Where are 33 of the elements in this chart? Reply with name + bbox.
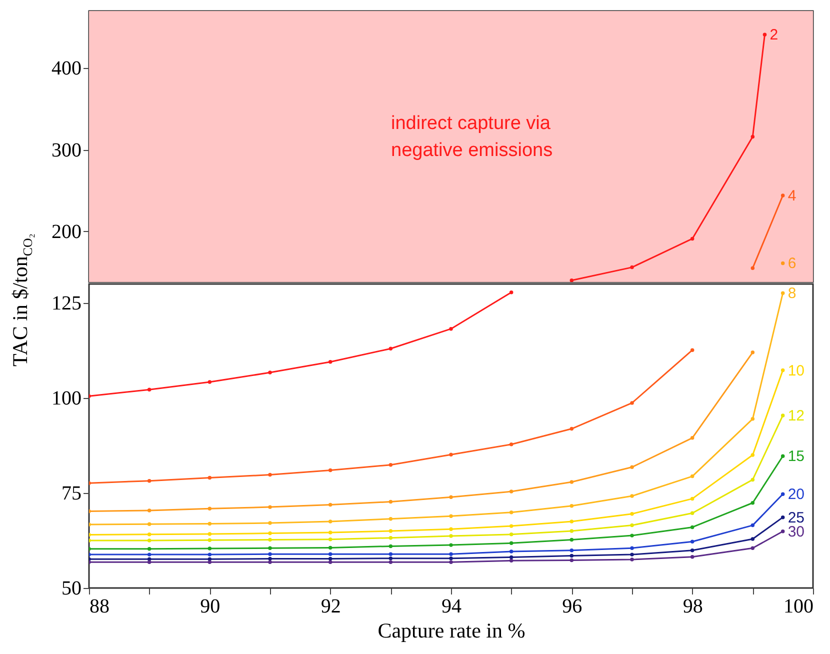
point: [750, 266, 755, 270]
series-label: 6: [788, 255, 796, 272]
x-axis-title: Capture rate in %: [378, 618, 526, 642]
y-tick-label: 100: [52, 388, 82, 410]
x-tick-label: 96: [562, 596, 582, 618]
series-label: 15: [788, 448, 805, 466]
point: [750, 134, 755, 139]
x-tick-label: 100: [784, 596, 814, 618]
line-series: [89, 348, 694, 485]
y-tick-label: 75: [62, 482, 82, 504]
y-tick-label: 125: [52, 292, 82, 314]
line-series: [89, 492, 785, 556]
y-tick-label: 50: [62, 578, 82, 600]
x-tick-label: 92: [320, 596, 341, 618]
point: [630, 265, 634, 270]
series-label: 8: [788, 285, 796, 302]
x-tick-label: 90: [200, 596, 220, 618]
series-label: 4: [788, 187, 796, 204]
x-tick-label: 88: [90, 596, 110, 618]
y-tick-label: 400: [52, 58, 82, 80]
point: [570, 278, 574, 282]
point: [762, 32, 767, 37]
series-label: 10: [788, 362, 805, 380]
point: [690, 236, 694, 241]
annotation: indirect capture via negative emissions: [391, 113, 553, 161]
x-tick-label: 94: [442, 596, 462, 618]
series-label: 2: [770, 26, 778, 44]
y-tick-label: 200: [52, 220, 82, 243]
series-label: 12: [788, 407, 805, 424]
series-label: 20: [788, 486, 805, 504]
y-tick-label: 300: [52, 139, 82, 162]
x-tick-label: 98: [682, 596, 703, 618]
point: [780, 194, 785, 198]
